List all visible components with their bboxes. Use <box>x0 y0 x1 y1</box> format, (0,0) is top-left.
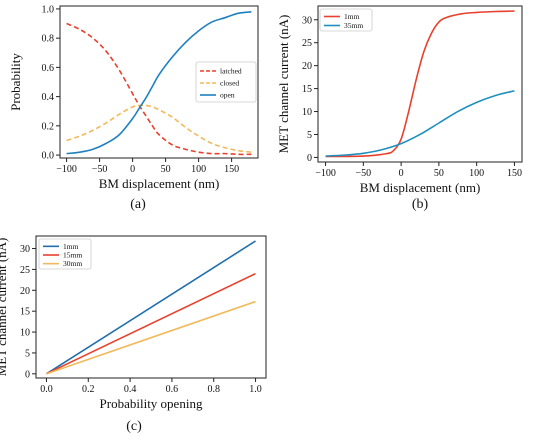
legend-label-30mm: 30mm <box>63 259 82 268</box>
y-tick-label: 0.0 <box>42 151 55 162</box>
series-line-30mm <box>46 300 256 375</box>
y-tick-label: 25 <box>20 265 30 276</box>
x-tick-label: −50 <box>92 164 108 175</box>
series-line-35mm <box>325 90 515 157</box>
y-tick-label: 0.4 <box>42 92 55 103</box>
x-tick-label: 0.2 <box>82 384 95 395</box>
y-tick-label: 5 <box>307 130 312 141</box>
y-tick-label: 0.8 <box>42 34 55 45</box>
y-axis-label: MET channel current (nA) <box>0 238 9 377</box>
series-line-open <box>66 11 252 155</box>
y-tick-label: 30 <box>302 15 312 26</box>
y-tick-label: 1.0 <box>42 4 55 15</box>
legend-label-open: open <box>220 91 235 100</box>
plot-frame <box>59 5 259 159</box>
x-axis-label: Probability opening <box>100 396 203 411</box>
series-line-1mm <box>325 10 515 158</box>
x-tick-label: 150 <box>507 168 522 179</box>
x-tick-label: 100 <box>469 168 484 179</box>
y-axis-label: MET channel current (nA) <box>276 15 291 154</box>
x-tick-label: 100 <box>191 164 206 175</box>
plot-frame <box>35 235 267 379</box>
panel-b: −100 −50 0 50 100 150 0 5 10 15 20 25 30 BM displacem… <box>276 5 523 212</box>
y-tick-label: 10 <box>302 107 312 118</box>
x-axis-label: BM displacement (nm) <box>360 180 481 195</box>
x-tick-label: 0.6 <box>166 384 179 395</box>
panel-a: −100 −50 0 50 100 150 0.0 0.2 0.4 0.6 0.8 1.0 BM dis… <box>8 4 259 212</box>
y-tick-label: 25 <box>302 38 312 49</box>
panel-label: (b) <box>412 197 429 212</box>
x-tick-label: 50 <box>434 168 444 179</box>
series-line-1mm <box>46 240 256 375</box>
x-tick-label: −100 <box>315 168 336 179</box>
y-tick-label: 20 <box>20 286 30 297</box>
legend-label-35mm: 35mm <box>344 21 363 30</box>
x-tick-label: 50 <box>161 164 171 175</box>
series-line-15mm <box>46 272 256 375</box>
y-tick-label: 15 <box>302 84 312 95</box>
y-axis-label: Probability <box>8 53 23 111</box>
legend-label-1mm: 1mm <box>344 12 360 21</box>
y-tick-label: 15 <box>20 307 30 318</box>
legend-label-closed: closed <box>220 79 239 88</box>
legend-label-latched: latched <box>220 67 242 76</box>
y-tick-label: 20 <box>302 61 312 72</box>
x-tick-label: 0.0 <box>40 384 53 395</box>
y-tick-label: 30 <box>20 244 30 255</box>
y-tick-label: 5 <box>25 348 30 359</box>
series-line-closed <box>66 104 252 153</box>
y-tick-label: 0.6 <box>42 63 55 74</box>
x-tick-label: 0 <box>130 164 135 175</box>
x-tick-label: −50 <box>356 168 372 179</box>
x-tick-label: 0.8 <box>207 384 220 395</box>
plot-frame <box>317 5 523 163</box>
x-tick-label: 150 <box>224 164 239 175</box>
legend-label-1mm: 1mm <box>63 242 79 251</box>
x-axis-label: BM displacement (nm) <box>99 176 220 191</box>
x-tick-label: 0.4 <box>124 384 137 395</box>
y-tick-label: 10 <box>20 328 30 339</box>
panel-label: (c) <box>126 419 142 434</box>
panel-c: 0.0 0.2 0.4 0.6 0.8 1.0 0 5 10 15 20 25 30 Probabilit… <box>0 235 267 434</box>
y-tick-label: 0.2 <box>42 121 55 132</box>
y-tick-label: 0 <box>307 153 312 164</box>
x-tick-label: 1.0 <box>249 384 262 395</box>
legend-label-15mm: 15mm <box>63 251 82 260</box>
panel-label: (a) <box>130 197 146 212</box>
series-line-latched <box>66 22 252 156</box>
legend-box <box>195 61 257 103</box>
x-tick-label: 0 <box>399 168 404 179</box>
x-tick-label: −100 <box>56 164 77 175</box>
y-tick-label: 0 <box>25 369 30 380</box>
